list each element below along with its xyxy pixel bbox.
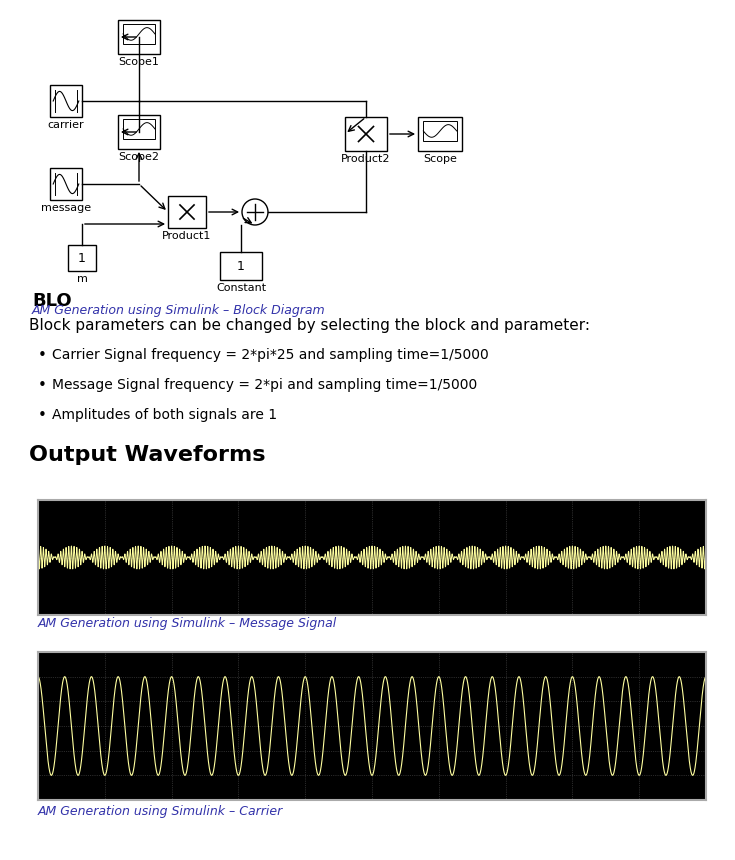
Bar [50,168,82,200]
Bar [123,119,155,138]
Bar [418,117,462,151]
Bar [168,196,206,228]
Text: Amplitudes of both signals are 1: Amplitudes of both signals are 1 [52,408,277,422]
Text: AM Generation using Simulink – Carrier: AM Generation using Simulink – Carrier [38,804,283,818]
Text: 1: 1 [237,260,245,273]
Bar [423,121,456,141]
Text: carrier: carrier [48,120,85,130]
Text: Product1: Product1 [162,231,212,241]
Bar [118,115,160,149]
Text: Scope: Scope [423,154,457,164]
Text: 1: 1 [78,251,86,265]
Text: Block parameters can be changed by selecting the block and parameter:: Block parameters can be changed by selec… [29,318,590,333]
Text: •: • [37,348,46,363]
Text: BLO: BLO [32,292,71,310]
Bar [123,24,155,44]
Text: Output Waveforms: Output Waveforms [29,445,266,465]
Text: m: m [76,274,87,284]
Text: •: • [37,378,46,393]
Bar [50,85,82,117]
Text: Constant: Constant [216,283,266,293]
Text: Scope1: Scope1 [118,57,159,67]
Text: •: • [37,408,46,423]
Text: Product2: Product2 [341,154,391,164]
Text: message: message [41,203,91,213]
Text: Carrier Signal frequency = 2*pi*25 and sampling time=1/5000: Carrier Signal frequency = 2*pi*25 and s… [52,348,489,362]
Text: AM Generation using Simulink – Block Diagram: AM Generation using Simulink – Block Dia… [32,304,326,317]
Bar [220,252,262,280]
Text: Message Signal frequency = 2*pi and sampling time=1/5000: Message Signal frequency = 2*pi and samp… [52,378,477,392]
Bar [118,20,160,54]
Bar [68,245,96,271]
Text: AM Generation using Simulink – Message Signal: AM Generation using Simulink – Message S… [38,617,337,630]
Circle shape [242,199,268,225]
Text: Scope2: Scope2 [118,152,159,162]
Bar [345,117,387,151]
